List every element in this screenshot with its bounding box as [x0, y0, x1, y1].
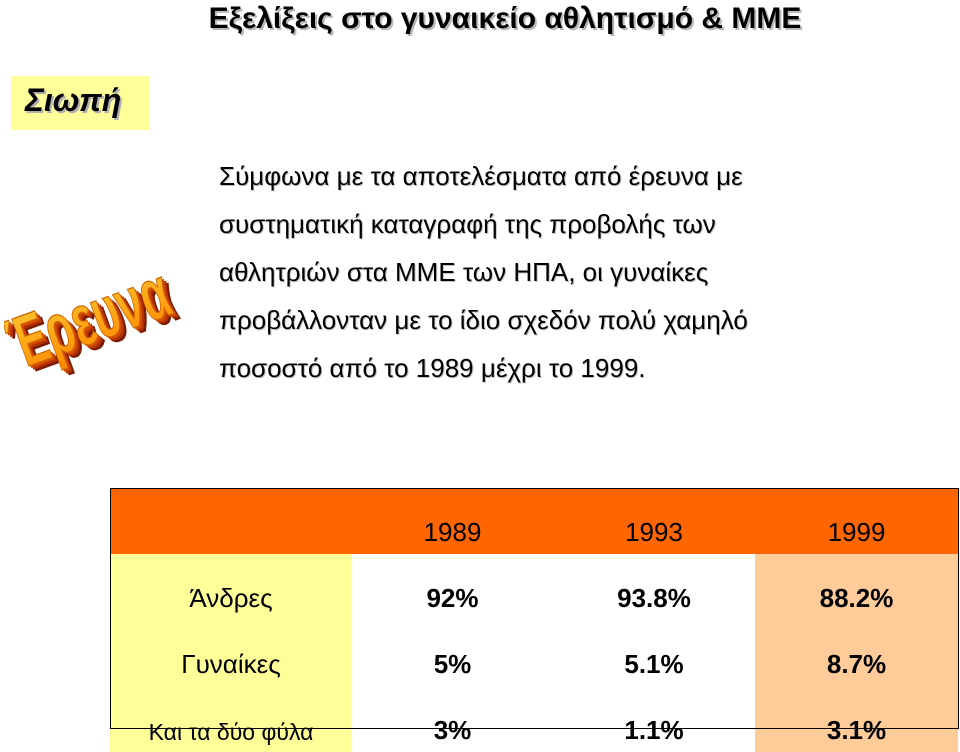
table-header-row: 1989 1993 1999 — [110, 488, 958, 554]
table-row: Και τα δύο φύλα 3% 1.1% 3.1% — [110, 686, 958, 752]
table-cell: 3% — [352, 686, 553, 752]
header-year-1999: 1999 — [755, 488, 958, 554]
table-cell: 3.1% — [755, 686, 958, 752]
paragraph-line: Σύμφωνα με τα αποτελέσματα από έρευνα με — [219, 161, 743, 191]
table-cell: 92% — [352, 554, 553, 620]
table-cell: 8.7% — [755, 620, 958, 686]
paragraph-line: ποσοστό από το 1989 μέχρι το 1999. — [219, 353, 646, 383]
header-year-1993: 1993 — [553, 488, 755, 554]
table-cell: 5% — [352, 620, 553, 686]
page-title: Εξελίξεις στο γυναικείο αθλητισμό & ΜΜΕ — [208, 2, 802, 35]
research-wordart: Έρευνα Έρευνα Έρευνα Έρευνα — [4, 252, 188, 390]
table-cell: 93.8% — [553, 554, 755, 620]
silence-badge: Σιωπή — [11, 76, 149, 130]
table-cell: 1.1% — [553, 686, 755, 752]
paragraph-line: συστηματική καταγραφή της προβολής των — [219, 209, 716, 239]
row-label-both-sexes: Και τα δύο φύλα — [110, 686, 352, 752]
research-paragraph: Σύμφωνα με τα αποτελέσματα από έρευνα με… — [219, 152, 939, 392]
paragraph-line: αθλητριών στα ΜΜΕ των ΗΠΑ, οι γυναίκες — [219, 257, 709, 287]
header-year-1989: 1989 — [352, 488, 553, 554]
table-row: Άνδρες 92% 93.8% 88.2% — [110, 554, 958, 620]
table-cell: 88.2% — [755, 554, 958, 620]
coverage-table: 1989 1993 1999 Άνδρες 92% 93.8% 88.2% Γυ… — [110, 488, 958, 752]
table-row: Γυναίκες 5% 5.1% 8.7% — [110, 620, 958, 686]
header-corner-cell — [110, 488, 352, 554]
row-label-men: Άνδρες — [110, 554, 352, 620]
row-label-women: Γυναίκες — [110, 620, 352, 686]
table-cell: 5.1% — [553, 620, 755, 686]
paragraph-line: προβάλλονταν με το ίδιο σχεδόν πολύ χαμη… — [219, 305, 748, 335]
badge-label: Σιωπή — [25, 82, 122, 118]
